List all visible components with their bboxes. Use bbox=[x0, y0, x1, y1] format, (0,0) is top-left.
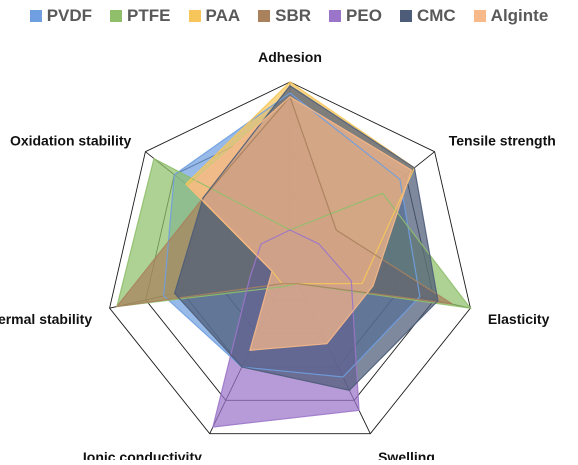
axis-label-adhesion: Adhesion bbox=[258, 49, 322, 65]
legend-label: SBR bbox=[275, 6, 312, 25]
axis-label-oxidation-stability: Oxidation stability bbox=[10, 132, 132, 148]
grid-ring bbox=[109, 81, 471, 435]
legend-swatch bbox=[29, 10, 42, 22]
legend-swatch bbox=[110, 10, 123, 22]
axis-label-elasticity: Elasticity bbox=[488, 311, 550, 327]
series-outline-peo bbox=[212, 229, 360, 428]
legend-label: CMC bbox=[416, 6, 456, 25]
legend-item-ptfe: PTFE bbox=[110, 6, 171, 26]
legend-swatch bbox=[329, 10, 342, 22]
series-outline-sbr bbox=[115, 95, 453, 308]
legend-label: PTFE bbox=[127, 6, 171, 25]
legend-label: PVDF bbox=[46, 6, 93, 25]
legend-item-sbr: SBR bbox=[258, 6, 311, 26]
legend-item-alginte: Alginte bbox=[473, 6, 549, 26]
legend-item-paa: PAA bbox=[188, 6, 241, 26]
legend-label: PAA bbox=[205, 6, 241, 25]
series-outline-pvdf bbox=[163, 92, 421, 378]
legend-swatch bbox=[258, 10, 271, 22]
legend-label: Alginte bbox=[490, 6, 549, 25]
axis-label-ionic-conductivity: Ionic conductivity bbox=[83, 449, 202, 460]
legend-swatch bbox=[188, 10, 201, 22]
axis-label-tensile-strength: Tensile strength bbox=[449, 132, 556, 148]
axis-label-thermal-stability: Thermal stability bbox=[0, 311, 92, 327]
series-outline-alginte bbox=[187, 96, 413, 351]
legend-item-peo: PEO bbox=[329, 6, 382, 26]
legend-swatch bbox=[399, 10, 412, 22]
legend-label: PEO bbox=[346, 6, 382, 25]
series-outline-cmc bbox=[173, 84, 439, 391]
series-area-alginte bbox=[188, 96, 412, 351]
legend-item-pvdf: PVDF bbox=[29, 6, 93, 26]
legend-swatch bbox=[473, 10, 486, 22]
legend: PVDF PTFE PAA SBR PEO CMC Alginte bbox=[0, 6, 578, 26]
legend-item-cmc: CMC bbox=[399, 6, 456, 26]
axis-label-swelling: Swelling bbox=[378, 449, 435, 460]
